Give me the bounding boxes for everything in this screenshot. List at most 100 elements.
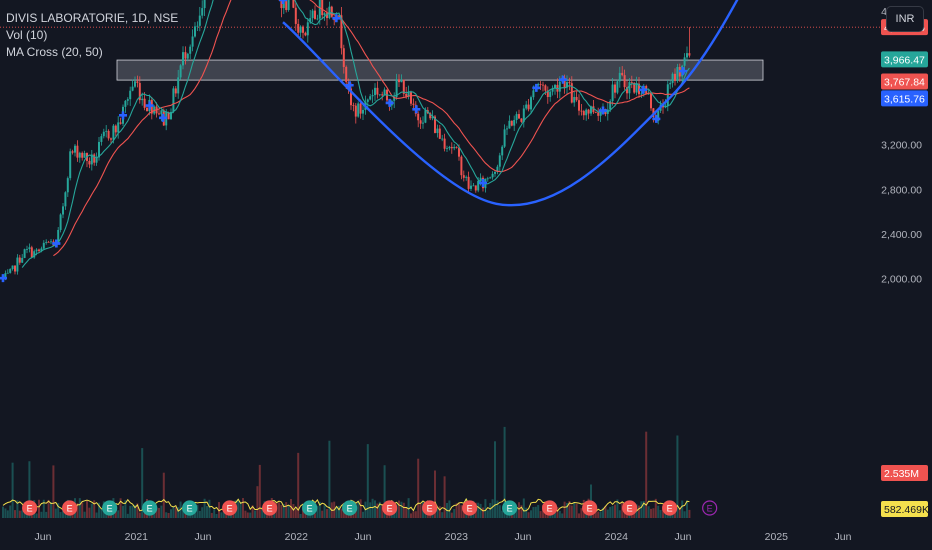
earnings-marker[interactable]: E bbox=[502, 500, 518, 516]
volume-bar bbox=[206, 505, 208, 518]
candle-body bbox=[78, 152, 81, 158]
candle-body bbox=[410, 92, 412, 104]
candle-body bbox=[590, 106, 592, 114]
candle-body bbox=[671, 73, 674, 83]
candle-body bbox=[676, 67, 679, 81]
symbol-title[interactable]: DIVIS LABORATORIE, 1D, NSE bbox=[6, 11, 179, 25]
earnings-marker[interactable]: E bbox=[102, 500, 118, 516]
ma-cross-indicator-label[interactable]: MA Cross (20, 50) bbox=[6, 45, 103, 59]
candle-body bbox=[381, 94, 384, 96]
volume-indicator-label[interactable]: Vol (10) bbox=[6, 28, 48, 42]
cup-pattern-curve[interactable] bbox=[282, 0, 776, 207]
earnings-circle bbox=[502, 500, 518, 516]
earnings-marker[interactable]: E bbox=[22, 500, 38, 516]
volume-bar bbox=[642, 500, 645, 518]
volume-bar bbox=[453, 509, 456, 518]
volume-bar bbox=[621, 502, 624, 518]
candle-body bbox=[110, 138, 112, 140]
earnings-circle bbox=[382, 500, 398, 516]
earnings-letter: E bbox=[707, 504, 713, 514]
earnings-marker[interactable]: E bbox=[222, 500, 238, 516]
earnings-marker[interactable]: E bbox=[462, 500, 478, 516]
candle-body bbox=[594, 112, 597, 113]
volume-bar bbox=[402, 502, 405, 518]
candle-body bbox=[587, 109, 590, 114]
ma-cross-marker bbox=[599, 106, 607, 115]
volume-bar bbox=[177, 507, 180, 518]
candle-body bbox=[198, 15, 201, 26]
volume-bar bbox=[297, 452, 300, 518]
volume-bar bbox=[647, 506, 650, 518]
earnings-marker[interactable]: E bbox=[182, 500, 198, 516]
volume-bar bbox=[117, 510, 120, 518]
earnings-letter: E bbox=[307, 504, 313, 514]
candle-body bbox=[424, 110, 427, 123]
candle-body bbox=[299, 26, 302, 33]
candle-body bbox=[362, 109, 364, 114]
candle-body bbox=[460, 156, 463, 176]
earnings-letter: E bbox=[427, 504, 433, 514]
volume-bar bbox=[251, 505, 254, 518]
volume-bar bbox=[371, 498, 374, 518]
volume-bar bbox=[417, 458, 420, 518]
earnings-marker[interactable]: E bbox=[542, 500, 558, 516]
earnings-marker[interactable]: E bbox=[142, 500, 158, 516]
volume-bar bbox=[352, 513, 355, 518]
volume-bar bbox=[592, 512, 595, 518]
earnings-marker[interactable]: E bbox=[422, 500, 438, 516]
candle-body bbox=[105, 130, 108, 132]
volume-bar bbox=[4, 508, 7, 518]
volume-bar bbox=[153, 513, 156, 518]
volume-bar bbox=[141, 448, 144, 518]
candle-body bbox=[194, 26, 196, 37]
volume-bar bbox=[674, 509, 676, 518]
event-markers[interactable]: EEEEEEEEEEEEEEEEEED bbox=[0, 500, 718, 516]
volume-bar bbox=[412, 511, 415, 518]
candle-body bbox=[57, 229, 60, 242]
volume-bar bbox=[158, 507, 160, 518]
volume-bar bbox=[602, 507, 604, 518]
volume-bar bbox=[280, 504, 283, 518]
volume-bar bbox=[436, 507, 439, 518]
earnings-upcoming-marker[interactable]: E bbox=[702, 500, 718, 516]
volume-bar bbox=[366, 444, 369, 518]
earnings-marker[interactable]: E bbox=[382, 500, 398, 516]
candle-body bbox=[297, 23, 300, 33]
candle-body bbox=[47, 241, 50, 243]
earnings-marker[interactable]: E bbox=[622, 500, 638, 516]
candle-body bbox=[203, 0, 206, 9]
candle-body bbox=[467, 176, 470, 189]
volume-bar bbox=[450, 512, 453, 518]
volume-bar bbox=[249, 512, 252, 518]
ma-20-line bbox=[21, 0, 690, 268]
earnings-letter: E bbox=[107, 504, 113, 514]
candle-body bbox=[340, 15, 343, 49]
volume-bar bbox=[47, 499, 50, 518]
earnings-marker[interactable]: E bbox=[262, 500, 278, 516]
candle-body bbox=[124, 100, 127, 107]
candle-body bbox=[62, 206, 64, 215]
currency-button[interactable]: INR bbox=[886, 6, 924, 32]
volume-bar bbox=[486, 510, 489, 518]
candle-body bbox=[479, 177, 482, 181]
earnings-marker[interactable]: E bbox=[582, 500, 598, 516]
volume-bar bbox=[210, 512, 213, 518]
candle-body bbox=[436, 128, 439, 133]
candle-body bbox=[6, 272, 9, 274]
volume-bar bbox=[69, 513, 72, 518]
candle-body bbox=[23, 249, 26, 258]
candle-body bbox=[582, 111, 585, 116]
earnings-marker[interactable]: E bbox=[342, 500, 358, 516]
volume-bar bbox=[194, 508, 196, 518]
earnings-marker[interactable]: E bbox=[302, 500, 318, 516]
candle-body bbox=[309, 18, 312, 23]
volume-bar bbox=[525, 507, 528, 518]
volume-bar bbox=[42, 499, 45, 518]
candle-body bbox=[376, 87, 379, 95]
time-axis[interactable]: Jun 2021 Jun 2022 Jun 2023 Jun 2024 Jun 2025 Jun bbox=[35, 531, 852, 543]
volume-bar bbox=[503, 426, 506, 518]
candle-body bbox=[525, 104, 528, 109]
earnings-marker[interactable]: E bbox=[62, 500, 78, 516]
earnings-marker[interactable]: E bbox=[662, 500, 678, 516]
